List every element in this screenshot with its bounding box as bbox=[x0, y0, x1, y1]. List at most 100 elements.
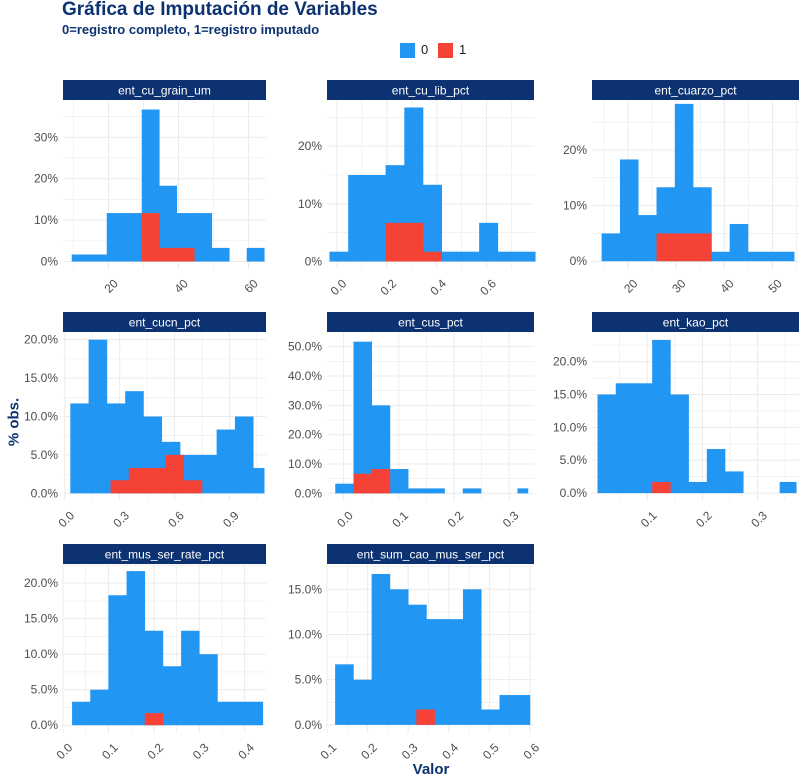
histogram-bar-series-0 bbox=[633, 383, 653, 494]
x-tick-label: 0.6 bbox=[477, 276, 499, 298]
histogram-bar-series-0 bbox=[70, 403, 89, 494]
y-tick-label: 0% bbox=[41, 255, 59, 269]
x-tick-label: 20 bbox=[101, 276, 121, 296]
histogram-bar-series-0 bbox=[124, 213, 143, 262]
panel-title: ent_cu_lib_pct bbox=[392, 84, 470, 98]
histogram-bar-series-1 bbox=[183, 480, 203, 494]
y-tick-label: 10% bbox=[563, 199, 587, 213]
histogram-bar-series-0 bbox=[444, 619, 464, 725]
histogram-bar-series-0 bbox=[159, 185, 178, 262]
x-tick-label: 0.5 bbox=[480, 740, 502, 762]
panel-ent-mus-ser-rate-pct: ent_mus_ser_rate_pct 0.0% 5.0% 10.0% 15.0% 20… bbox=[24, 544, 266, 762]
histogram-bar-series-0 bbox=[253, 467, 265, 494]
legend-label-1: 1 bbox=[459, 42, 467, 57]
histogram-bar-series-0 bbox=[729, 223, 749, 262]
histogram-bar-series-1 bbox=[144, 713, 164, 726]
histogram-bar-series-0 bbox=[706, 449, 726, 494]
histogram-bar-series-0 bbox=[125, 391, 144, 494]
x-tick-label: 0.4 bbox=[439, 740, 461, 762]
histogram-bar-series-1 bbox=[385, 222, 405, 262]
histogram-bar-series-0 bbox=[615, 383, 635, 494]
histogram-bar-series-0 bbox=[479, 222, 499, 262]
y-tick-label: 10% bbox=[34, 213, 58, 227]
histogram-bar-series-0 bbox=[597, 394, 617, 494]
x-tick-label: 0.6 bbox=[165, 508, 187, 530]
y-tick-label: 30% bbox=[34, 130, 58, 144]
panel-title: ent_cus_pct bbox=[398, 316, 463, 330]
histogram-bar-series-0 bbox=[106, 213, 125, 262]
panel-title: ent_kao_pct bbox=[663, 316, 729, 330]
x-tick-label: 0.2 bbox=[693, 508, 715, 530]
y-tick-label: 0.0% bbox=[560, 486, 588, 500]
histogram-bar-series-0 bbox=[688, 481, 708, 494]
y-tick-label: 20.0% bbox=[24, 576, 58, 590]
x-tick-label: 0.0 bbox=[55, 508, 77, 530]
histogram-bar-series-1 bbox=[165, 454, 185, 494]
histogram-bar-series-0 bbox=[335, 664, 354, 725]
histogram-bar-series-0 bbox=[199, 654, 218, 726]
panel-strip bbox=[327, 312, 534, 332]
y-tick-label: 5.0% bbox=[295, 673, 323, 687]
x-tick-label: 40 bbox=[171, 276, 191, 296]
histogram-bar-series-0 bbox=[329, 251, 349, 262]
histogram-bar-series-0 bbox=[211, 247, 230, 262]
histogram-bar-series-0 bbox=[517, 488, 529, 494]
x-tick-label: 0.4 bbox=[235, 740, 257, 762]
x-tick-label: 60 bbox=[241, 276, 261, 296]
panel-title: ent_mus_ser_rate_pct bbox=[105, 548, 225, 562]
histogram-bar-series-0 bbox=[499, 695, 519, 725]
panel-strip bbox=[63, 80, 266, 100]
histogram-bar-series-0 bbox=[235, 701, 255, 726]
histogram-bar-series-1 bbox=[159, 247, 178, 262]
histogram-bar-series-1 bbox=[693, 233, 712, 262]
panel-strip bbox=[327, 80, 534, 100]
y-tick-label: 0.0% bbox=[31, 718, 59, 732]
y-tick-label: 20% bbox=[298, 139, 322, 153]
histogram-bar-series-0 bbox=[462, 488, 482, 494]
x-tick-label: 0.3 bbox=[500, 508, 522, 530]
x-tick-label: 0.4 bbox=[427, 276, 449, 298]
y-tick-label: 5.0% bbox=[31, 683, 59, 697]
histogram-bar-series-1 bbox=[404, 222, 424, 262]
y-tick-label: 10% bbox=[298, 197, 322, 211]
histogram-bar-series-0 bbox=[426, 619, 446, 725]
histogram-bar-series-0 bbox=[517, 695, 531, 725]
x-tick-label: 50 bbox=[766, 276, 786, 296]
x-tick-label: 40 bbox=[717, 276, 737, 296]
x-tick-label: 0.1 bbox=[638, 508, 660, 530]
histogram-bar-series-0 bbox=[674, 103, 694, 262]
x-tick-label: 0.1 bbox=[99, 740, 121, 762]
panel-ent-cuarzo-pct: ent_cuarzo_pct 0% 10% 20% 20 30 40 50 bbox=[563, 80, 799, 296]
panel-strip bbox=[592, 80, 799, 100]
y-tick-label: 20% bbox=[563, 143, 587, 157]
histogram-bar-series-0 bbox=[389, 469, 409, 494]
panel-strip bbox=[592, 312, 799, 332]
x-tick-label: 0.6 bbox=[521, 740, 543, 762]
histogram-bar-series-0 bbox=[198, 454, 217, 494]
legend-key-1 bbox=[438, 43, 453, 58]
histogram-bar-series-1 bbox=[110, 480, 130, 494]
x-tick-label: 0.2 bbox=[358, 740, 380, 762]
x-tick-label: 0.1 bbox=[318, 740, 340, 762]
panel-strip bbox=[63, 312, 266, 332]
x-tick-label: 20 bbox=[621, 276, 641, 296]
x-tick-label: 0.2 bbox=[144, 740, 166, 762]
histogram-bar-series-0 bbox=[497, 251, 517, 262]
histogram-bar-series-0 bbox=[784, 251, 795, 262]
histogram-bar-series-1 bbox=[176, 247, 195, 262]
y-tick-label: 40.0% bbox=[288, 369, 322, 383]
panel-title: ent_cu_grain_um bbox=[118, 84, 211, 98]
y-tick-label: 0% bbox=[305, 255, 323, 269]
y-tick-label: 20% bbox=[34, 172, 58, 186]
histogram-bar-series-0 bbox=[71, 254, 90, 262]
x-tick-label: 0.3 bbox=[110, 508, 132, 530]
histogram-bar-series-0 bbox=[766, 251, 785, 262]
histogram-bar-series-0 bbox=[72, 701, 91, 726]
y-tick-label: 50.0% bbox=[288, 340, 322, 354]
y-tick-label: 0.0% bbox=[295, 718, 323, 732]
x-axis-title: Valor bbox=[412, 761, 450, 778]
histogram-bar-series-0 bbox=[144, 630, 164, 726]
chart-subtitle: 0=registro completo, 1=registro imputado bbox=[62, 22, 320, 37]
x-tick-label: 0.0 bbox=[334, 508, 356, 530]
